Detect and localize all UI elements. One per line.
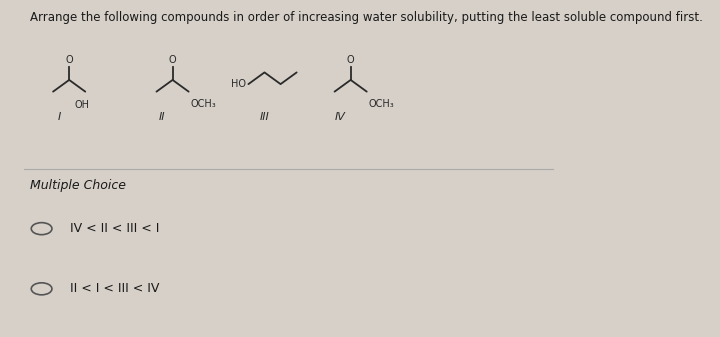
Text: OCH₃: OCH₃ bbox=[369, 99, 395, 109]
Text: O: O bbox=[66, 55, 73, 65]
Text: II: II bbox=[159, 112, 166, 122]
Text: Arrange the following compounds in order of increasing water solubility, putting: Arrange the following compounds in order… bbox=[30, 11, 703, 24]
Text: I: I bbox=[57, 112, 60, 122]
Text: HO: HO bbox=[230, 79, 246, 89]
Text: IV: IV bbox=[335, 112, 346, 122]
Text: Multiple Choice: Multiple Choice bbox=[30, 179, 126, 191]
Text: II < I < III < IV: II < I < III < IV bbox=[71, 282, 160, 295]
Text: III: III bbox=[260, 112, 269, 122]
Text: O: O bbox=[168, 55, 176, 65]
Text: OCH₃: OCH₃ bbox=[190, 99, 216, 109]
Text: O: O bbox=[347, 55, 354, 65]
Text: IV < II < III < I: IV < II < III < I bbox=[71, 222, 160, 235]
Text: OH: OH bbox=[75, 100, 90, 110]
